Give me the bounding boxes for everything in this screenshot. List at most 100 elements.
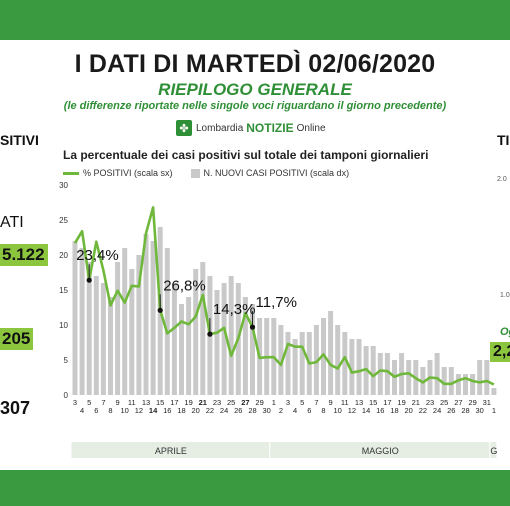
bar (79, 248, 85, 395)
bar (484, 360, 490, 395)
bar (342, 332, 348, 395)
bar (250, 304, 255, 395)
right-panel-tick-1: 2.0 (497, 176, 507, 183)
bar (356, 339, 362, 395)
bar (115, 262, 121, 395)
logo-text-mid: NOTIZIE (246, 121, 294, 135)
bar (242, 297, 248, 395)
bar (171, 283, 177, 395)
series-line-positivi (73, 206, 495, 386)
annotation-label: 23,4% (76, 247, 119, 264)
x-tick-label: 4 (80, 406, 84, 415)
x-tick-label: 2 (279, 406, 283, 415)
y-tick-label: 25 (59, 216, 68, 225)
x-tick-label: 10 (121, 406, 129, 415)
left-panel-title: SITIVI (0, 132, 39, 148)
bottom-band (0, 470, 510, 506)
bar (100, 283, 106, 395)
x-tick-label: 5 (87, 398, 91, 407)
x-tick-label: 15 (156, 398, 164, 407)
bar (150, 241, 156, 395)
x-tick-label: 8 (321, 406, 325, 415)
lombardia-cross-icon: ✤ (176, 120, 192, 136)
left-panel-value-3: 307 (0, 398, 31, 418)
x-tick-label: 25 (227, 398, 235, 407)
legend-line-swatch (63, 171, 79, 175)
x-tick-label: 30 (476, 406, 484, 415)
x-tick-label: 1 (492, 406, 496, 415)
x-tick-label: 27 (454, 398, 462, 407)
annotation-point (249, 324, 256, 330)
bar (72, 241, 78, 395)
x-tick-label: 28 (248, 406, 256, 415)
bar (108, 297, 113, 395)
month-strip (490, 442, 497, 458)
bar (221, 283, 227, 395)
month-label: G (490, 446, 497, 456)
x-tick-label: 16 (163, 406, 171, 415)
bar (477, 360, 483, 395)
x-tick-label: 21 (199, 398, 207, 407)
bar (448, 367, 454, 395)
x-tick-label: 14 (362, 406, 370, 415)
x-tick-label: 3 (286, 398, 290, 407)
month-strip (270, 442, 490, 458)
x-tick-label: 6 (94, 406, 98, 415)
x-tick-label: 22 (206, 406, 214, 415)
left-panel-value-2: 205 (0, 328, 34, 350)
x-tick-label: 15 (369, 398, 377, 407)
right-panel-label: Og (500, 326, 510, 338)
annotation-label: 14,3% (213, 301, 256, 318)
bar (93, 276, 99, 395)
bar (186, 297, 192, 395)
bar (335, 325, 341, 395)
bar (292, 339, 298, 395)
bar (441, 367, 447, 395)
lombardia-notizie-logo: ✤ Lombardia NOTIZIE Online (176, 119, 326, 137)
x-tick-label: 4 (293, 406, 297, 415)
bar (313, 325, 319, 395)
x-tick-label: 23 (213, 398, 221, 407)
bar (384, 353, 390, 395)
bar (370, 346, 376, 395)
bar (285, 332, 291, 395)
x-tick-label: 9 (329, 398, 333, 407)
left-panel-label: ATI (0, 214, 24, 231)
annotation-point (207, 331, 213, 337)
bar (86, 262, 92, 395)
x-tick-label: 27 (241, 398, 249, 407)
x-tick-label: 30 (263, 406, 271, 415)
x-tick-label: 12 (348, 406, 356, 415)
x-tick-label: 23 (426, 398, 434, 407)
x-tick-label: 29 (468, 398, 476, 407)
legend-bar-swatch (190, 168, 200, 178)
x-tick-label: 31 (483, 398, 491, 407)
x-tick-label: 10 (334, 406, 342, 415)
x-tick-label: 12 (135, 406, 143, 415)
x-tick-label: 13 (355, 398, 363, 407)
bar (463, 374, 468, 395)
x-tick-label: 29 (255, 398, 263, 407)
x-tick-label: 5 (300, 398, 304, 407)
x-tick-label: 18 (390, 406, 398, 415)
bar (214, 290, 220, 395)
x-tick-label: 11 (128, 398, 136, 407)
x-tick-label: 19 (397, 398, 405, 407)
x-tick-label: 6 (307, 406, 311, 415)
page-title: I DATI DI MARTEDÌ 02/06/2020 (74, 50, 436, 78)
x-tick-label: 26 (234, 406, 242, 415)
bar (179, 304, 184, 395)
y-tick-label: 15 (59, 286, 68, 295)
logo-text-left: Lombardia (196, 122, 244, 134)
left-panel-value-1: 5.122 (0, 244, 48, 266)
bar (434, 353, 440, 395)
x-tick-label: 11 (341, 398, 349, 407)
bar (136, 255, 142, 395)
bar (377, 353, 383, 395)
x-tick-label: 17 (383, 398, 391, 407)
bar (328, 311, 334, 395)
x-tick-label: 24 (220, 406, 228, 415)
x-tick-label: 13 (142, 398, 150, 407)
bar (349, 339, 355, 395)
